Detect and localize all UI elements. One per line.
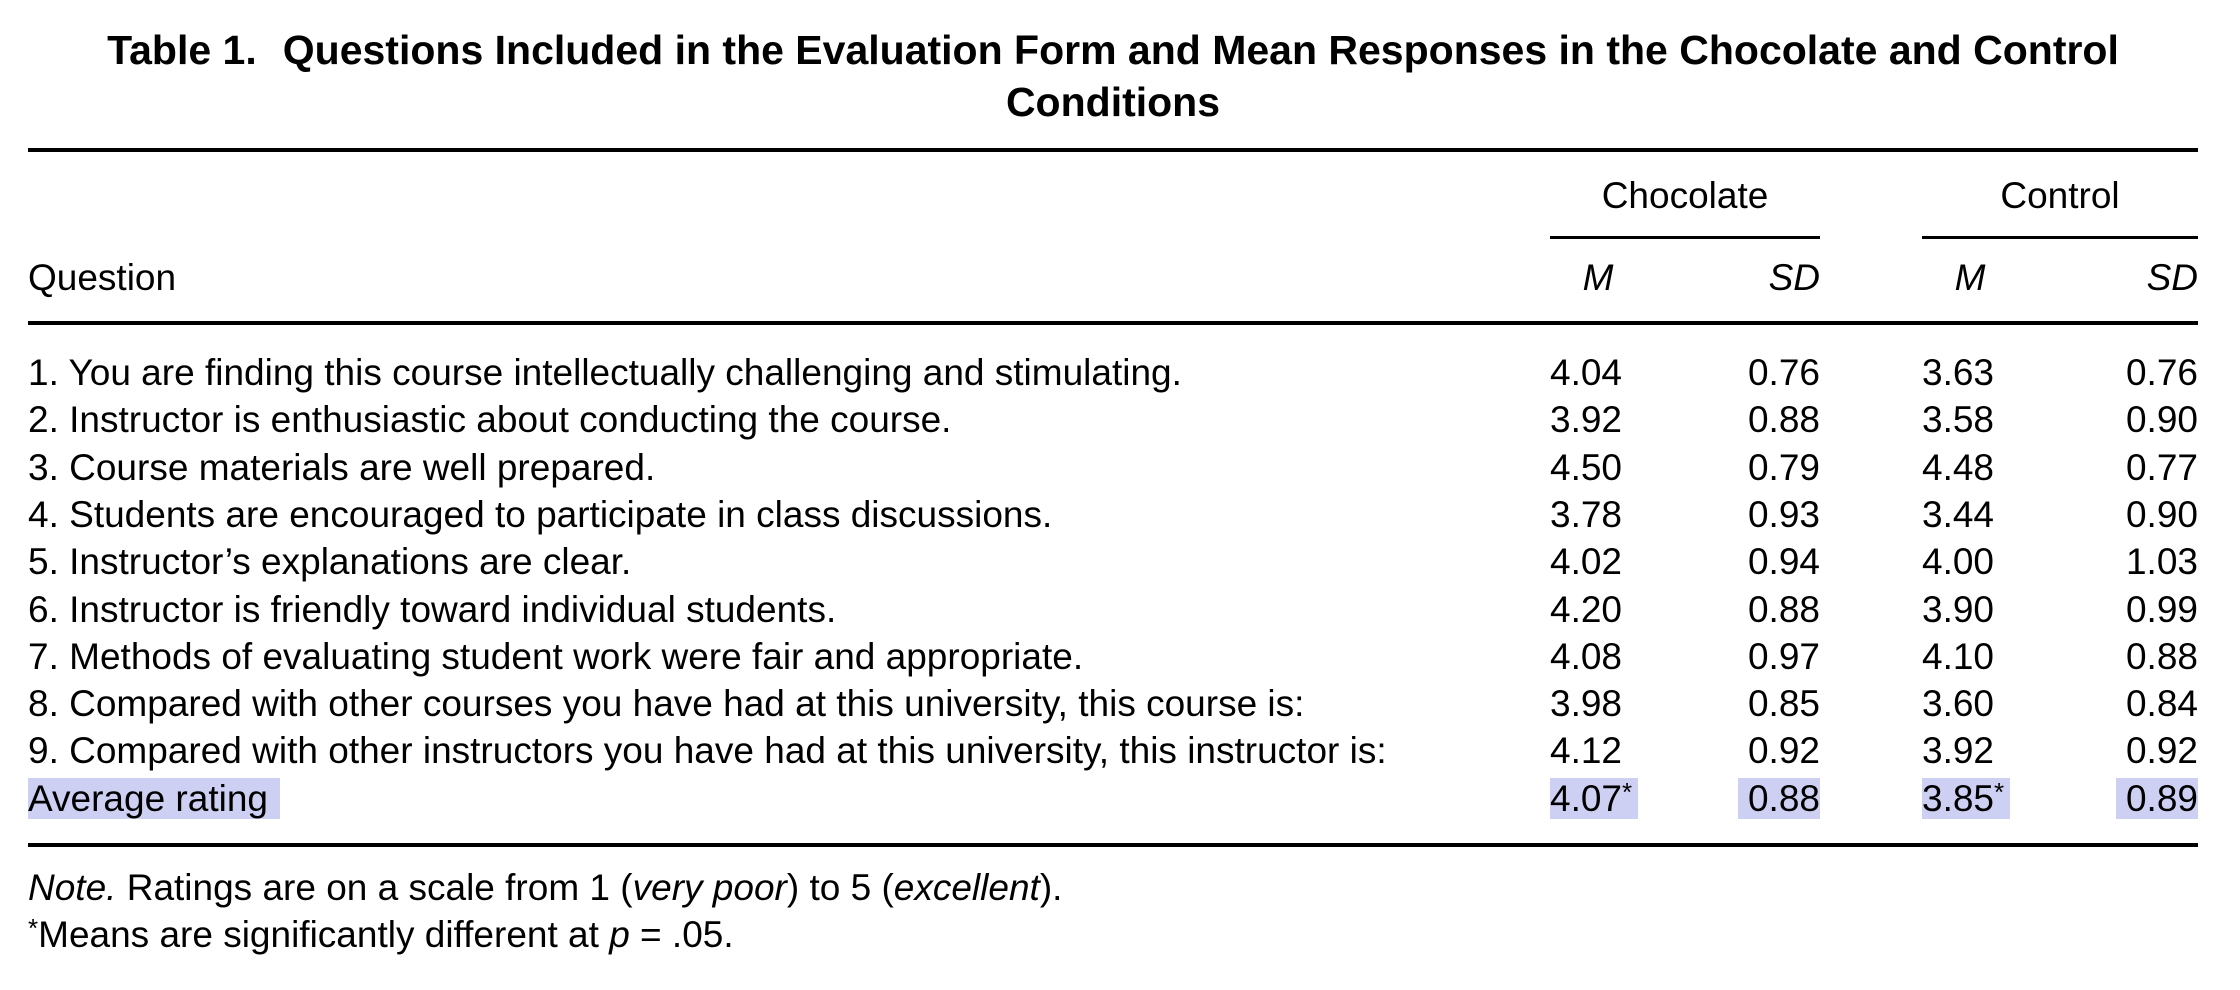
chocolate-sd-average: 0.88 <box>1690 777 1820 821</box>
top-rule <box>28 148 2198 152</box>
control-mean-cell: 3.44 <box>1922 493 1995 535</box>
control-sd-cell: 0.77 <box>2125 446 2198 488</box>
footnote-marker: * <box>28 913 39 943</box>
average-rating-label: Average rating <box>28 777 280 821</box>
table-row: 3. Course materials are well prepared. 4… <box>0 444 2240 491</box>
selection-highlight: 0.88 <box>1737 777 1820 819</box>
control-sd-cell: 0.99 <box>2125 588 2198 630</box>
table-row: 9. Compared with other instructors you h… <box>0 727 2240 774</box>
selection-highlight: Average rating <box>28 777 280 819</box>
note-lead: Note. <box>28 867 117 908</box>
control-mean-cell: 4.10 <box>1922 635 1995 677</box>
chocolate-sd-cell: 0.94 <box>1747 541 1820 583</box>
control-mean-cell: 3.58 <box>1922 399 1995 441</box>
table-caption: Questions Included in the Evaluation For… <box>282 27 2119 125</box>
chocolate-sd-cell: 0.76 <box>1747 352 1820 393</box>
note-text: Ratings are on a scale from 1 ( <box>116 867 633 908</box>
table-number: Table 1. <box>107 27 257 73</box>
significance-marker: * <box>1994 776 2005 807</box>
footnote-eq: = .05. <box>629 914 734 955</box>
footnote-p: p <box>609 914 630 955</box>
significance-marker: * <box>1622 776 1633 807</box>
question-cell: 6. Instructor is friendly toward individ… <box>28 588 837 630</box>
control-sd-cell: 0.90 <box>2125 493 2198 535</box>
average-rating-row: Average rating 4.07* 0.88 3.85* 0.89 <box>0 775 2240 822</box>
control-mean-cell: 4.00 <box>1922 541 1995 583</box>
chocolate-sd-cell: 0.97 <box>1747 635 1820 677</box>
chocolate-sd-cell: 0.92 <box>1747 730 1820 772</box>
control-sd-header: SD <box>2146 257 2198 298</box>
question-cell: 5. Instructor’s explanations are clear. <box>28 541 632 583</box>
control-column-group: Control <box>2000 175 2120 216</box>
chocolate-mean-average: 4.07* <box>1550 776 1639 821</box>
control-spanner-rule <box>1922 236 2198 239</box>
control-mean-cell: 3.92 <box>1922 730 1995 772</box>
table-row: 7. Methods of evaluating student work we… <box>0 633 2240 680</box>
question-cell: 8. Compared with other courses you have … <box>28 683 1305 725</box>
question-cell: 4. Students are encouraged to participat… <box>28 493 1053 535</box>
question-cell: 7. Methods of evaluating student work we… <box>28 635 1084 677</box>
note-high-anchor: excellent <box>893 867 1040 908</box>
footnote-text: Means are significantly different at <box>38 914 610 955</box>
chocolate-mean-cell: 4.50 <box>1550 446 1623 488</box>
chocolate-sd-cell: 0.88 <box>1747 588 1820 630</box>
table-row: 6. Instructor is friendly toward individ… <box>0 586 2240 633</box>
chocolate-mean-cell: 4.02 <box>1550 541 1623 583</box>
question-cell: 3. Course materials are well prepared. <box>28 446 656 488</box>
control-mean-average-value: 3.85 <box>1922 777 1995 819</box>
chocolate-mean-cell: 4.12 <box>1550 730 1623 772</box>
table-row: 8. Compared with other courses you have … <box>0 680 2240 727</box>
chocolate-mean-cell: 3.78 <box>1550 493 1623 535</box>
significance-footnote: *Means are significantly different at p … <box>28 911 734 958</box>
control-sd-cell: 0.88 <box>2125 635 2198 677</box>
control-sd-cell: 0.76 <box>2125 352 2198 393</box>
selection-highlight: 0.89 <box>2115 777 2198 819</box>
question-cell: 2. Instructor is enthusiastic about cond… <box>28 399 952 441</box>
chocolate-sd-cell: 0.85 <box>1747 683 1820 725</box>
chocolate-sd-cell: 0.79 <box>1747 446 1820 488</box>
control-sd-average: 0.89 <box>2068 777 2198 821</box>
table-row: 2. Instructor is enthusiastic about cond… <box>0 396 2240 443</box>
table-note: Note. Ratings are on a scale from 1 (ver… <box>28 864 1062 911</box>
table-row: 4. Students are encouraged to participat… <box>0 491 2240 538</box>
chocolate-mean-cell: 4.20 <box>1550 588 1623 630</box>
chocolate-spanner-rule <box>1550 236 1820 239</box>
selection-highlight: 4.07* <box>1550 776 1639 819</box>
selection-highlight: 3.85* <box>1922 776 2011 819</box>
question-cell: 1. You are finding this course intellect… <box>28 352 1182 393</box>
control-mean-average: 3.85* <box>1922 776 2011 821</box>
control-sd-cell: 0.90 <box>2125 399 2198 441</box>
table-title: Table 1. Questions Included in the Evalua… <box>28 24 2198 128</box>
control-mean-cell: 4.48 <box>1922 446 1995 488</box>
chocolate-mean-average-value: 4.07 <box>1550 777 1623 819</box>
control-sd-cell: 1.03 <box>2125 541 2198 583</box>
question-cell: 9. Compared with other instructors you h… <box>28 730 1387 772</box>
note-text: ). <box>1039 867 1063 908</box>
control-sd-cell: 0.92 <box>2125 730 2198 772</box>
header-rule <box>28 321 2198 325</box>
table-row: 5. Instructor’s explanations are clear. … <box>0 538 2240 585</box>
chocolate-sd-cell: 0.93 <box>1747 493 1820 535</box>
note-low-anchor: very poor <box>632 867 787 908</box>
chocolate-sd-cell: 0.88 <box>1747 399 1820 441</box>
question-column-header: Question <box>28 257 177 298</box>
control-mean-cell: 3.90 <box>1922 588 1995 630</box>
chocolate-mean-cell: 4.08 <box>1550 635 1623 677</box>
chocolate-column-group: Chocolate <box>1601 175 1769 216</box>
control-sd-cell: 0.84 <box>2125 683 2198 725</box>
control-mean-header: M <box>1954 257 1986 298</box>
chocolate-mean-cell: 3.98 <box>1550 683 1623 725</box>
chocolate-mean-cell: 4.04 <box>1550 352 1623 393</box>
control-mean-cell: 3.63 <box>1922 352 1995 393</box>
table-row: 1. You are finding this course intellect… <box>0 349 2240 396</box>
chocolate-mean-cell: 3.92 <box>1550 399 1623 441</box>
bottom-rule <box>28 843 2198 847</box>
control-mean-cell: 3.60 <box>1922 683 1995 725</box>
note-text: ) to 5 ( <box>786 867 894 908</box>
chocolate-sd-header: SD <box>1768 257 1820 298</box>
chocolate-mean-header: M <box>1582 257 1614 298</box>
